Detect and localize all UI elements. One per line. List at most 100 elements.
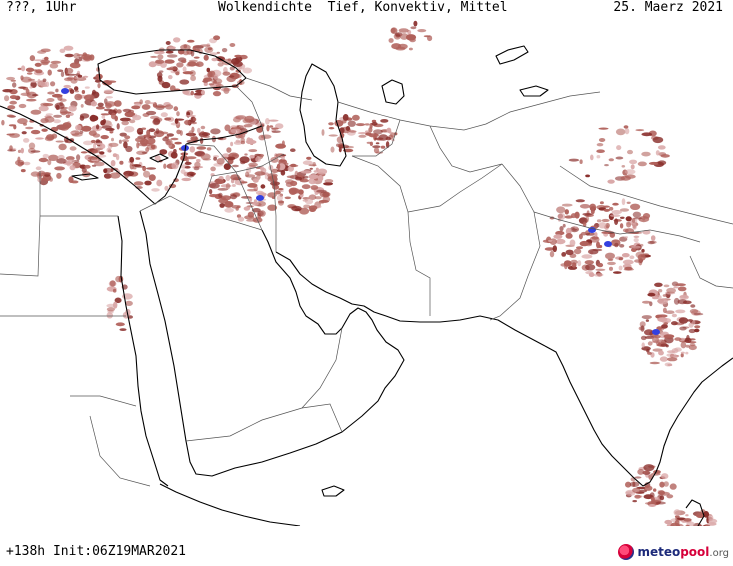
cloud-patch — [671, 348, 679, 354]
cloud-patch — [328, 122, 334, 126]
cloud-patch — [131, 105, 141, 110]
cloud-patch — [95, 106, 105, 110]
cloud-patch — [680, 341, 687, 349]
cloud-patch — [686, 334, 690, 342]
cloud-patch — [569, 239, 576, 247]
cloud-patch — [29, 86, 33, 89]
cloud-patch — [90, 139, 96, 144]
cloud-patch — [141, 104, 151, 110]
cloud-patch — [37, 177, 42, 183]
cloud-patch — [213, 156, 218, 161]
cloud-patch — [577, 260, 582, 267]
cloud-patch — [298, 189, 304, 195]
cloud-patch — [59, 48, 66, 53]
cloud-patch — [308, 194, 317, 200]
cloud-patch — [42, 103, 54, 107]
cloud-patch — [114, 297, 122, 304]
cloud-patch — [142, 134, 152, 138]
cloud-patch — [212, 91, 222, 97]
cloud-patch — [269, 125, 274, 128]
cloud-patch — [574, 226, 578, 229]
cloud-patch — [49, 63, 59, 69]
cloud-patch — [671, 313, 678, 318]
cloud-patch — [9, 100, 17, 105]
cloud-patch — [146, 167, 157, 170]
cloud-patch — [373, 129, 383, 135]
cloud-patch — [182, 51, 190, 56]
cloud-patch — [103, 173, 112, 179]
cloud-patch — [141, 151, 148, 154]
cloud-patch — [192, 117, 197, 122]
cloud-patch — [180, 169, 186, 175]
cloud-patch — [290, 148, 296, 152]
cloud-patch — [597, 262, 604, 268]
cloud-patch — [330, 146, 335, 153]
cloud-patch — [585, 215, 589, 223]
cloud-patch — [619, 208, 630, 212]
cloud-patch — [68, 105, 77, 112]
cloud-patch — [121, 139, 130, 143]
cloud-patch — [119, 132, 127, 137]
cloud-patch — [193, 56, 200, 59]
cloud-patch — [673, 297, 680, 305]
cloud-patch — [648, 504, 656, 507]
cloud-patch — [103, 89, 115, 94]
cloud-patch — [92, 143, 97, 150]
cloud-patch — [30, 150, 41, 153]
cloud-patch — [666, 287, 676, 294]
cloud-patch — [268, 164, 274, 171]
cloud-patch — [598, 127, 609, 130]
cloud-patch — [119, 328, 127, 331]
cloud-patch — [635, 129, 645, 132]
cloud-patch — [157, 54, 164, 60]
cloud-patch — [585, 174, 590, 178]
cloud-patch — [658, 350, 664, 356]
cloud-patch — [62, 122, 72, 129]
cloud-patch — [63, 84, 71, 89]
meteopool-brand[interactable]: meteopool.org — [618, 542, 729, 562]
cloud-patch — [585, 271, 594, 275]
cloud-patch — [160, 112, 168, 118]
cloud-patch — [624, 127, 630, 135]
cloud-patch — [229, 43, 236, 47]
cloud-patch — [214, 178, 225, 185]
cloud-patch — [180, 44, 191, 51]
cloud-patch — [179, 79, 190, 85]
cloud-patch — [144, 180, 152, 186]
cloud-patch — [186, 171, 195, 178]
cloud-patch — [584, 260, 594, 265]
cloud-patch — [390, 27, 396, 34]
cloud-patch — [561, 252, 567, 257]
cloud-patch — [661, 324, 668, 329]
cloud-patch — [641, 342, 645, 348]
cloud-patch — [200, 153, 211, 160]
cloud-patch — [246, 219, 257, 222]
cloud-patch — [165, 41, 171, 45]
cloud-patch — [390, 132, 396, 138]
cloud-peak-patch — [604, 241, 612, 247]
cloud-patch — [278, 188, 284, 191]
brand-text: meteopool.org — [637, 545, 729, 559]
cloud-patch — [248, 162, 258, 167]
cloud-patch — [556, 206, 566, 214]
cloud-patch — [57, 69, 64, 72]
cloud-patch — [194, 161, 201, 168]
cloud-patch — [179, 130, 183, 136]
cloud-patch — [223, 163, 231, 171]
cloud-patch — [23, 138, 30, 143]
cloud-patch — [26, 98, 37, 102]
cloud-patch — [42, 153, 49, 159]
cloud-patch — [213, 74, 219, 80]
cloud-peak-patch — [61, 88, 69, 94]
brand-name-part2: pool — [680, 545, 710, 559]
cloud-patch — [157, 75, 163, 82]
cloud-patch — [270, 181, 280, 186]
cloud-patch — [666, 494, 674, 499]
cloud-patch — [119, 117, 131, 122]
cloud-patch — [410, 26, 417, 30]
cloud-patch — [299, 207, 310, 215]
cloud-patch — [125, 145, 133, 153]
cloud-patch — [685, 351, 689, 355]
cloud-patch — [201, 90, 205, 95]
cloud-patch — [642, 213, 651, 219]
